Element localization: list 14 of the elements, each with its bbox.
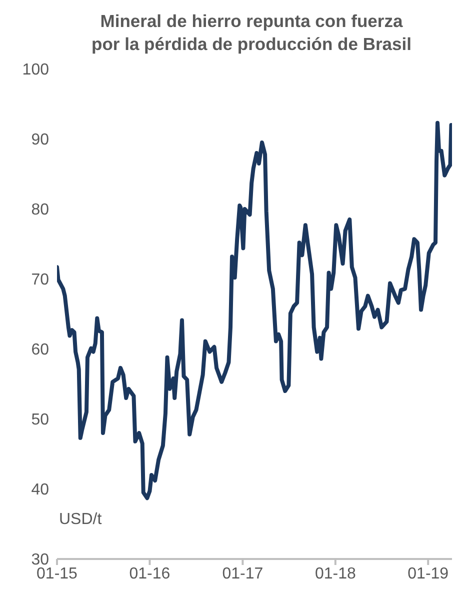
y-tick-label: 80 — [31, 202, 50, 219]
y-tick-label: 100 — [22, 62, 50, 79]
x-tick-label: 01-17 — [222, 565, 264, 582]
x-tick-label: 01-16 — [129, 565, 170, 582]
line-series — [57, 120, 452, 500]
y-tick-label: 70 — [31, 272, 50, 289]
x-tick-label: 01-19 — [408, 565, 449, 582]
y-tick-label: 90 — [31, 132, 50, 149]
y-tick-label: 60 — [31, 342, 50, 359]
x-tick-label: 01-18 — [314, 565, 356, 582]
y-axis-title: USD/t — [59, 511, 102, 529]
chart-title: Mineral de hierro repunta con fuerza por la pérdida de producción de Brasil — [90, 10, 412, 56]
y-tick-label: 40 — [31, 482, 50, 499]
y-tick-label: 50 — [31, 412, 50, 429]
